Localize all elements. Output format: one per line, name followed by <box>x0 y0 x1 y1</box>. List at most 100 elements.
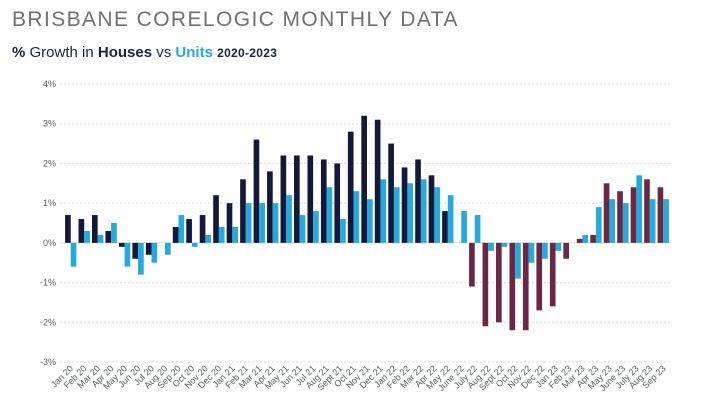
bar-houses <box>522 242 529 331</box>
bar-houses <box>617 191 623 243</box>
y-tick-label: 0% <box>43 238 56 248</box>
bar-houses <box>361 115 367 243</box>
bar-houses <box>294 155 300 243</box>
bar-houses <box>240 179 246 243</box>
bar-houses <box>92 215 98 243</box>
bar-houses <box>65 215 71 243</box>
bar-houses <box>320 159 327 243</box>
bar-units <box>515 242 521 279</box>
bar-units <box>393 187 400 243</box>
bar-units <box>636 175 642 243</box>
bar-houses <box>401 167 408 243</box>
bar-houses <box>388 143 394 243</box>
bar-units <box>407 183 414 243</box>
bar-units <box>313 211 319 243</box>
y-tick-label: 2% <box>43 158 56 168</box>
bar-units <box>138 242 144 275</box>
bar-houses <box>469 242 475 287</box>
bar-houses <box>199 215 206 243</box>
y-tick-label: -3% <box>40 357 56 367</box>
bar-units <box>353 191 360 243</box>
subtitle-growth-text: Growth in <box>29 44 94 61</box>
bar-houses <box>644 179 650 243</box>
bar-units <box>286 195 292 243</box>
bar-units <box>272 203 279 243</box>
bar-units <box>649 199 656 243</box>
bar-houses <box>172 226 179 243</box>
bar-units <box>245 203 252 243</box>
y-tick-label: -1% <box>40 278 56 288</box>
y-tick-label: 3% <box>43 119 56 129</box>
bar-houses <box>496 242 502 323</box>
bar-houses <box>482 242 489 327</box>
bars <box>65 115 669 331</box>
bar-units <box>420 179 427 243</box>
bar-houses <box>347 131 354 243</box>
bar-units <box>259 203 265 243</box>
bar-houses <box>132 242 139 259</box>
bar-houses <box>186 219 192 243</box>
subtitle-years: 2020-2023 <box>217 46 278 60</box>
bar-houses <box>630 187 637 243</box>
y-tick-label: 4% <box>43 79 56 89</box>
subtitle-percent: % <box>12 44 26 61</box>
bar-houses <box>576 238 583 243</box>
bar-units <box>191 242 198 247</box>
bar-houses <box>267 171 273 243</box>
bar-houses <box>549 242 556 307</box>
bar-houses <box>442 211 448 243</box>
bar-units <box>542 242 548 259</box>
bar-units <box>205 234 212 243</box>
bar-units <box>528 242 535 263</box>
bar-units <box>232 226 238 243</box>
bar-houses <box>280 155 287 243</box>
bar-units <box>178 215 185 243</box>
bar-houses <box>213 195 219 243</box>
bar-houses <box>118 242 125 247</box>
bar-houses <box>536 242 543 311</box>
bar-units <box>299 215 306 243</box>
subtitle-houses: Houses <box>97 44 153 61</box>
bar-units <box>380 179 387 243</box>
subtitle-vs: vs <box>156 44 172 61</box>
bar-houses <box>590 234 596 243</box>
bar-houses <box>509 242 516 331</box>
bar-houses <box>428 175 435 243</box>
bar-units <box>151 242 158 263</box>
y-axis: 4% 3% 2% 1% 0% -1% -2% -3% <box>40 79 56 367</box>
bar-units <box>326 187 333 243</box>
bar-houses <box>226 203 233 243</box>
bar-units <box>165 242 171 255</box>
bar-units <box>84 230 90 243</box>
bar-houses <box>105 230 112 243</box>
bar-houses <box>334 163 341 243</box>
bar-houses <box>563 242 569 259</box>
bar-units <box>124 242 131 267</box>
bar-units <box>367 199 373 243</box>
bar-units <box>488 242 494 251</box>
bar-houses <box>374 119 381 243</box>
bar-units <box>582 234 589 243</box>
bar-units <box>434 187 440 243</box>
bar-houses <box>78 219 85 243</box>
bar-units <box>595 207 602 243</box>
bar-houses <box>657 187 664 243</box>
y-tick-label: 1% <box>43 198 56 208</box>
bar-houses <box>603 183 610 243</box>
bar-houses <box>415 159 421 243</box>
bar-units <box>622 203 629 243</box>
bar-units <box>111 223 117 243</box>
subtitle-units: Units <box>175 44 213 61</box>
chart-subtitle: % Growth in Houses vs Units 2020-2023 <box>12 44 277 61</box>
bar-units <box>340 219 346 243</box>
bar-houses <box>307 155 314 243</box>
bar-units <box>609 199 616 243</box>
bar-units <box>461 211 467 243</box>
bar-units <box>97 234 104 243</box>
bar-houses <box>145 242 152 255</box>
bar-units <box>663 199 669 243</box>
bar-units <box>474 215 481 243</box>
bar-units <box>70 242 77 267</box>
